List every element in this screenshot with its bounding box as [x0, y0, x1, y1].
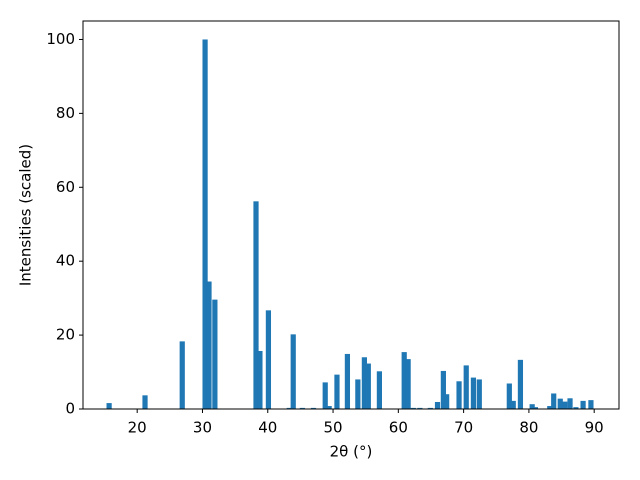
x-tick-label: 20: [128, 419, 147, 437]
bar: [517, 359, 524, 409]
bar: [557, 398, 563, 409]
x-tick-label: 60: [389, 419, 408, 437]
bar: [365, 363, 371, 409]
bar: [567, 398, 573, 409]
bar: [444, 394, 450, 409]
bar: [529, 404, 535, 409]
bar: [376, 371, 382, 409]
x-tick-label: 50: [323, 419, 342, 437]
y-tick-label: 60: [56, 178, 75, 196]
y-axis-label: Intensities (scaled): [17, 144, 35, 286]
bar: [299, 407, 305, 409]
bar: [551, 393, 557, 409]
bar: [265, 310, 272, 409]
x-axis-label: 2θ (°): [330, 443, 373, 461]
y-tick-label: 80: [56, 104, 75, 122]
bar: [463, 365, 469, 409]
y-tick-label: 20: [56, 326, 75, 344]
bar: [417, 407, 423, 409]
bar: [355, 379, 361, 409]
bar: [202, 39, 208, 409]
bar: [476, 379, 482, 409]
bar: [257, 350, 263, 409]
bar: [506, 383, 512, 409]
bar: [253, 201, 259, 409]
bar: [562, 401, 568, 409]
bar: [142, 395, 148, 409]
bar: [344, 353, 351, 409]
bar: [573, 407, 579, 409]
bar: [434, 401, 441, 409]
x-tick-label: 90: [585, 419, 604, 437]
bar: [334, 374, 340, 409]
bar: [410, 407, 416, 409]
bar: [206, 281, 212, 409]
bar: [326, 406, 332, 409]
bar: [322, 382, 328, 409]
y-tick-label: 0: [65, 400, 75, 418]
bar: [510, 400, 516, 409]
bar: [427, 407, 433, 409]
plot-frame: [82, 20, 620, 410]
y-tick-label: 40: [56, 252, 75, 270]
y-tick-label: 100: [46, 30, 75, 48]
x-tick-label: 80: [519, 419, 538, 437]
bar: [290, 334, 296, 409]
x-tick-label: 30: [193, 419, 212, 437]
bar: [470, 377, 477, 409]
bar: [532, 407, 539, 409]
bar: [547, 406, 553, 409]
x-tick-label: 70: [454, 419, 473, 437]
bar: [106, 403, 112, 409]
bar: [310, 407, 317, 409]
bar: [179, 341, 185, 409]
bar: [361, 357, 367, 409]
bar: [212, 299, 218, 409]
x-tick-label: 40: [258, 419, 277, 437]
bar: [286, 407, 292, 409]
bar: [401, 352, 407, 409]
bar: [580, 400, 586, 409]
bar: [405, 359, 411, 409]
bar: [588, 400, 594, 409]
bar: [456, 381, 462, 409]
bar: [440, 370, 446, 409]
